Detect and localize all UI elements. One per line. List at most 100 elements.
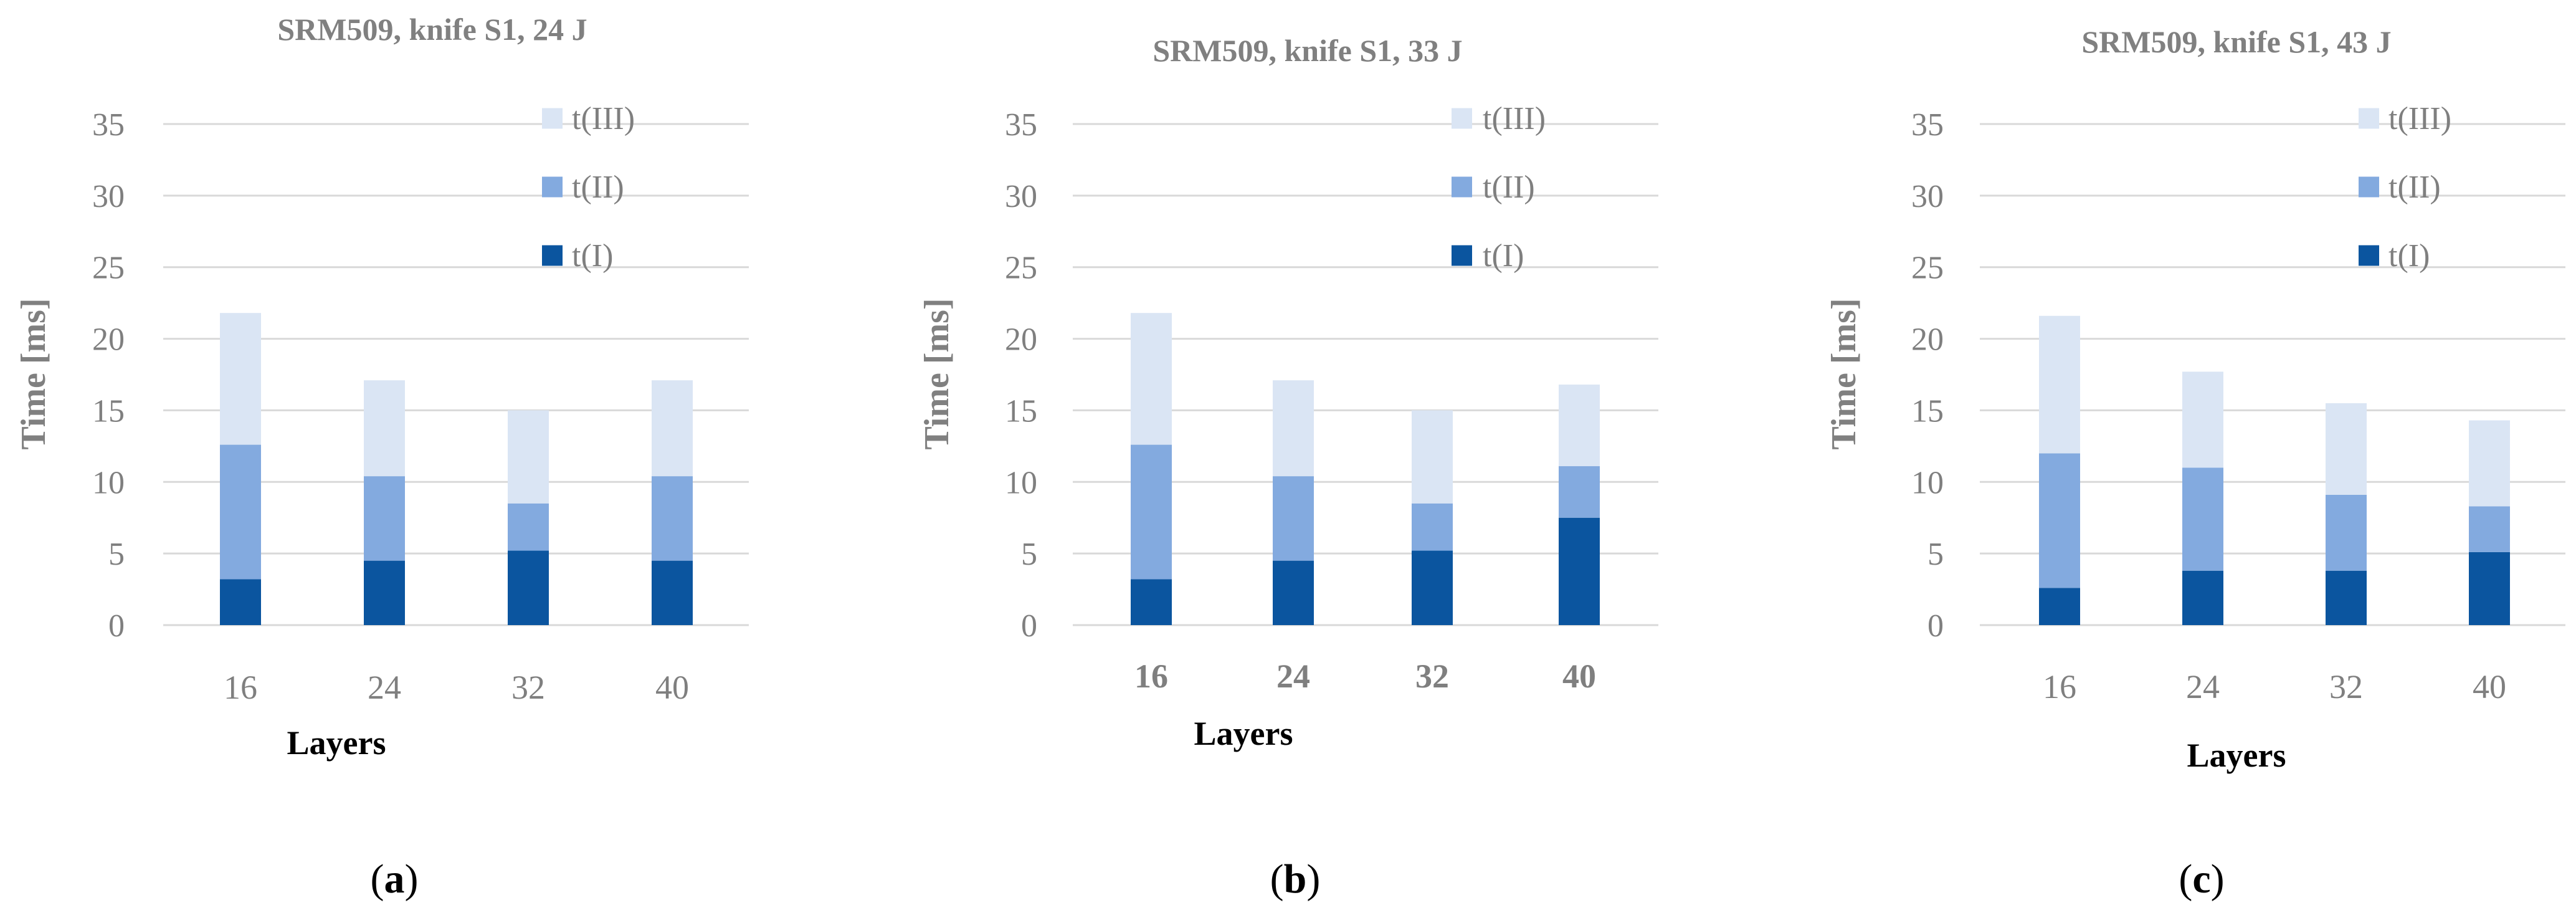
y-tick-label: 5 bbox=[108, 537, 125, 572]
legend-label: t(I) bbox=[2388, 238, 2430, 274]
bar-segment-ti-24 bbox=[1273, 560, 1314, 625]
legend-swatch bbox=[1452, 108, 1472, 129]
bar-segment-ti-24 bbox=[364, 560, 405, 625]
legend-label: t(III) bbox=[2388, 101, 2451, 136]
x-tick-label: 40 bbox=[1562, 658, 1596, 695]
bar-segment-tii-24 bbox=[1273, 476, 1314, 561]
y-tick-label: 35 bbox=[1911, 107, 1944, 143]
bar-segment-ti-16 bbox=[1131, 579, 1172, 625]
panel-label: (b) bbox=[1270, 856, 1321, 902]
legend-label: t(I) bbox=[572, 238, 613, 274]
y-tick-label: 15 bbox=[1005, 393, 1037, 429]
bar-segment-tiii-16 bbox=[1131, 313, 1172, 445]
legend-label: t(II) bbox=[572, 170, 624, 205]
x-tick-label: 24 bbox=[1276, 658, 1310, 695]
chart-panel-c: SRM509, knife S1, 43 J 0 5 10 15 20 25 30 35 16 24… bbox=[1825, 24, 2565, 902]
y-tick-label: 25 bbox=[92, 251, 125, 286]
y-tick-label: 10 bbox=[1911, 465, 1944, 500]
y-tick-label: 35 bbox=[92, 107, 125, 143]
y-tick-label: 0 bbox=[1927, 608, 1944, 644]
y-tick-label: 30 bbox=[92, 179, 125, 214]
chart-title: SRM509, knife S1, 33 J bbox=[1153, 33, 1462, 68]
x-tick-label: 32 bbox=[1415, 658, 1449, 695]
chart-title: SRM509, knife S1, 43 J bbox=[2081, 24, 2391, 59]
y-tick-label: 15 bbox=[1911, 393, 1944, 429]
legend-swatch bbox=[1452, 176, 1472, 198]
bar-segment-ti-32 bbox=[2326, 570, 2367, 625]
bar-segment-ti-32 bbox=[1412, 550, 1453, 625]
bar-segment-tiii-32 bbox=[2326, 403, 2367, 495]
y-tick-label: 15 bbox=[92, 393, 125, 429]
y-tick-label: 35 bbox=[1005, 107, 1037, 143]
x-tick-label: 16 bbox=[224, 669, 257, 706]
bar-segment-tiii-32 bbox=[1412, 410, 1453, 504]
bar-segment-ti-40 bbox=[2469, 552, 2510, 625]
bar-segment-tii-32 bbox=[1412, 503, 1453, 551]
legend-label: t(III) bbox=[572, 101, 635, 136]
chart-title: SRM509, knife S1, 24 J bbox=[277, 12, 587, 47]
x-axis-label: Layers bbox=[2187, 737, 2286, 774]
y-axis-label: Time [ms] bbox=[1825, 298, 1863, 449]
x-tick-label: 40 bbox=[2473, 668, 2506, 705]
x-tick-label: 32 bbox=[511, 669, 545, 706]
y-tick-label: 10 bbox=[1005, 465, 1037, 500]
y-tick-label: 10 bbox=[92, 465, 125, 500]
legend-label: t(III) bbox=[1483, 101, 1546, 136]
y-tick-label: 5 bbox=[1927, 537, 1944, 572]
bar-segment-ti-16 bbox=[2039, 588, 2080, 625]
y-axis-label: Time [ms] bbox=[14, 298, 53, 449]
bar-segment-tii-16 bbox=[2039, 453, 2080, 588]
y-axis-label: Time [ms] bbox=[918, 298, 956, 449]
panel-label: (a) bbox=[371, 856, 419, 902]
x-tick-label: 40 bbox=[655, 669, 689, 706]
y-tick-label: 30 bbox=[1911, 179, 1944, 214]
bar-segment-tii-32 bbox=[508, 503, 549, 551]
legend-label: t(II) bbox=[1483, 170, 1535, 205]
bar-segment-tiii-24 bbox=[364, 380, 405, 477]
x-tick-label: 24 bbox=[2186, 668, 2220, 705]
bar-segment-tiii-16 bbox=[2039, 315, 2080, 454]
bar-segment-tiii-24 bbox=[1273, 380, 1314, 477]
y-tick-label: 25 bbox=[1005, 251, 1037, 286]
legend-swatch bbox=[542, 245, 563, 266]
bar-segment-tii-16 bbox=[220, 444, 261, 580]
x-axis-label: Layers bbox=[1194, 715, 1293, 752]
legend-swatch bbox=[542, 176, 563, 198]
bar-segment-tii-24 bbox=[2182, 467, 2223, 571]
bar-segment-tii-40 bbox=[2469, 506, 2510, 552]
bar-segment-ti-40 bbox=[652, 560, 693, 625]
x-tick-label: 32 bbox=[2329, 668, 2363, 705]
bar-segment-ti-16 bbox=[220, 579, 261, 625]
y-tick-label: 30 bbox=[1005, 179, 1037, 214]
bar-segment-tii-40 bbox=[1559, 466, 1600, 518]
y-tick-label: 5 bbox=[1021, 537, 1037, 572]
legend-label: t(II) bbox=[2388, 170, 2441, 205]
bar-segment-tiii-24 bbox=[2182, 371, 2223, 468]
bar-segment-tiii-40 bbox=[652, 380, 693, 477]
y-tick-label: 0 bbox=[108, 608, 125, 644]
legend-swatch bbox=[542, 108, 563, 129]
x-axis-label: Layers bbox=[287, 724, 386, 762]
chart-panel-a: SRM509, knife S1, 24 J 0 5 10 15 20 25 30 35 16 24… bbox=[14, 12, 749, 902]
legend-swatch bbox=[2359, 176, 2379, 198]
bar-segment-tii-24 bbox=[364, 476, 405, 561]
y-tick-label: 0 bbox=[1021, 608, 1037, 644]
legend-swatch bbox=[1452, 245, 1472, 266]
bar-segment-ti-40 bbox=[1559, 517, 1600, 625]
bar-segment-tiii-40 bbox=[1559, 385, 1600, 467]
bar-segment-tii-16 bbox=[1131, 444, 1172, 580]
legend-swatch bbox=[2359, 108, 2379, 129]
x-tick-label: 16 bbox=[2043, 668, 2076, 705]
bar-segment-tii-40 bbox=[652, 476, 693, 561]
legend-label: t(I) bbox=[1483, 238, 1524, 274]
y-tick-label: 25 bbox=[1911, 251, 1944, 286]
bar-segment-ti-24 bbox=[2182, 570, 2223, 625]
chart-panel-b: SRM509, knife S1, 33 J 0 5 10 15 20 25 30 35 16 24… bbox=[918, 33, 1658, 902]
x-tick-label: 16 bbox=[1134, 658, 1168, 695]
y-tick-label: 20 bbox=[92, 322, 125, 358]
bar-segment-tiii-16 bbox=[220, 313, 261, 445]
legend-swatch bbox=[2359, 245, 2379, 266]
panel-label: (c) bbox=[2179, 856, 2224, 902]
x-tick-label: 24 bbox=[368, 669, 401, 706]
